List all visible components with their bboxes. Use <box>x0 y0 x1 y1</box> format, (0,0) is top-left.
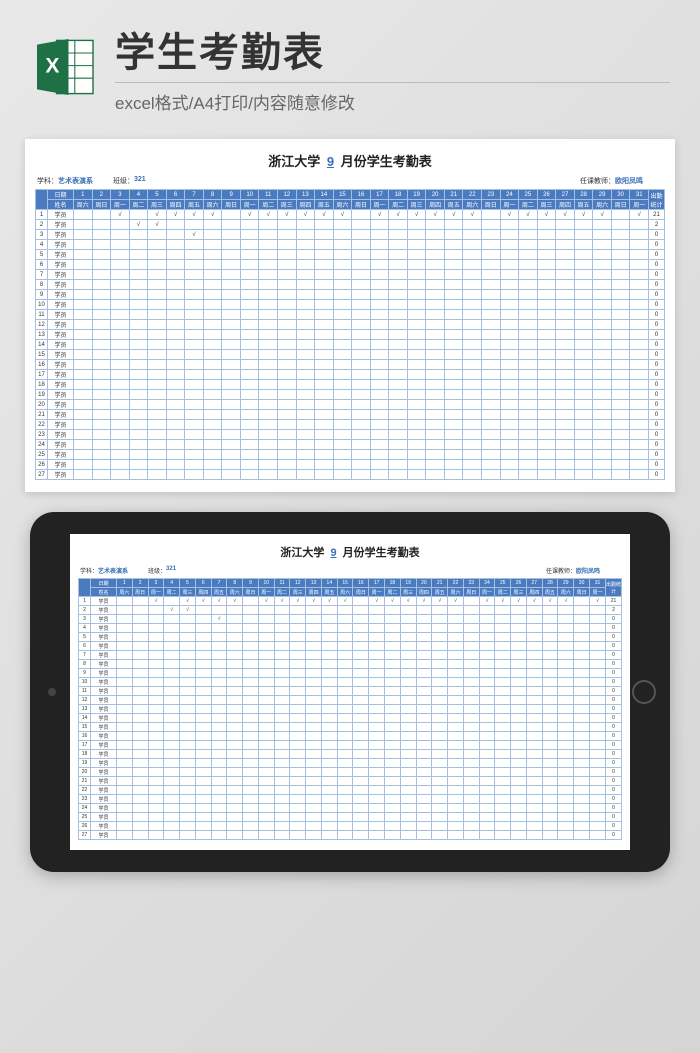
spreadsheet-preview: 浙江大学 9 月份学生考勤表 学科：艺术表演系 班级：321 任课教师：欧阳凤鸣… <box>25 139 675 492</box>
page-subtitle: excel格式/A4打印/内容随意修改 <box>115 82 670 114</box>
info-row-tablet: 学科：艺术表演系 班级：321 任课教师：欧阳凤鸣 <box>78 566 622 575</box>
tablet-mockup: 浙江大学 9 月份学生考勤表 学科：艺术表演系 班级：321 任课教师：欧阳凤鸣… <box>30 512 670 872</box>
page-title: 学生考勤表 <box>115 20 670 78</box>
attendance-table-tablet: 日期12345678910111213141516171819202122232… <box>78 578 622 840</box>
svg-text:X: X <box>45 55 59 78</box>
attendance-table: 日期12345678910111213141516171819202122232… <box>35 189 665 480</box>
sheet-title: 浙江大学 9 月份学生考勤表 <box>35 151 665 170</box>
sheet-title-tablet: 浙江大学 9 月份学生考勤表 <box>78 544 622 560</box>
page-header: X 学生考勤表 excel格式/A4打印/内容随意修改 <box>0 0 700 124</box>
info-row: 学科：艺术表演系 班级：321 任课教师：欧阳凤鸣 <box>35 176 665 186</box>
excel-icon: X <box>30 32 100 102</box>
